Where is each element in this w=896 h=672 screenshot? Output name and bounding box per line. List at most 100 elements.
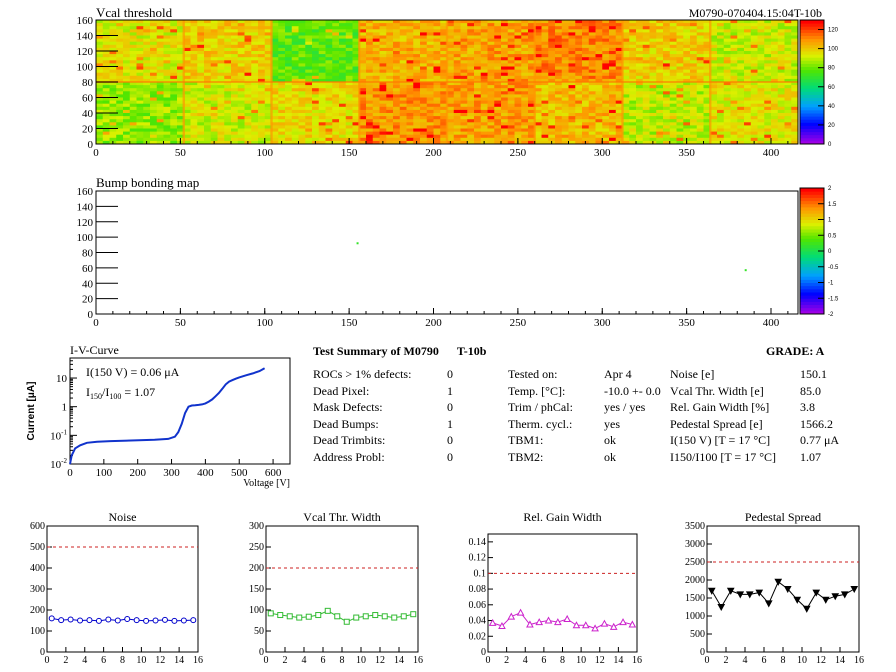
heatmap-cell (669, 109, 677, 114)
heatmap-cell (467, 51, 475, 55)
heatmap-cell (298, 23, 306, 27)
heatmap-cell (460, 26, 468, 30)
heatmap-cell (541, 137, 549, 142)
heatmap-cell (642, 69, 650, 74)
heatmap-cell (676, 78, 684, 83)
heatmap-cell (143, 137, 151, 142)
heatmap-cell (669, 85, 677, 89)
heatmap-cell (413, 35, 421, 39)
heatmap-cell (123, 78, 131, 83)
heatmap-cell (143, 75, 151, 80)
heatmap-cell (744, 35, 752, 39)
heatmap-cell (501, 44, 509, 49)
heatmap-cell (514, 63, 522, 67)
heatmap-cell (528, 91, 536, 95)
heatmap-cell (231, 78, 239, 83)
heatmap-cell (177, 26, 185, 30)
heatmap-cell (703, 85, 711, 89)
heatmap-cell (379, 125, 387, 129)
heatmap-cell (156, 51, 164, 55)
heatmap-cell (453, 41, 461, 46)
heatmap-cell (703, 51, 711, 55)
heatmap-cell (271, 72, 279, 77)
heatmap-cell (575, 116, 583, 120)
heatmap-cell (366, 41, 374, 46)
heatmap-cell (433, 57, 441, 61)
heatmap-cell (561, 106, 569, 111)
heatmap-cell (649, 137, 657, 142)
heatmap-cell (183, 100, 191, 105)
heatmap-cell (447, 23, 455, 27)
heatmap-cell (656, 128, 664, 132)
heatmap-cell (183, 60, 191, 64)
heatmap-cell (703, 23, 711, 27)
heatmap-cell (453, 72, 461, 77)
heatmap-cell (690, 66, 698, 70)
heatmap-cell (332, 122, 340, 126)
heatmap-cell (534, 91, 542, 95)
heatmap-cell (507, 44, 515, 49)
heatmap-cell (791, 51, 799, 55)
heatmap-cell (440, 94, 448, 98)
heatmap-cell (372, 26, 380, 30)
heatmap-cell (129, 44, 137, 49)
heatmap-cell (372, 69, 380, 74)
heatmap-cell (615, 94, 623, 98)
heatmap-cell (568, 119, 576, 123)
heatmap-cell (615, 69, 623, 74)
heatmap-cell (183, 38, 191, 43)
heatmap-cell (528, 54, 536, 58)
heatmap-cell (150, 134, 158, 139)
heatmap-cell (582, 113, 590, 117)
heatmap-cell (318, 23, 326, 27)
heatmap-cell (163, 88, 171, 92)
heatmap-cell (750, 51, 758, 55)
heatmap-cell (305, 51, 313, 55)
heatmap-cell (555, 113, 563, 117)
heatmap-cell (791, 23, 799, 27)
heatmap-cell (683, 44, 691, 49)
heatmap-cell (541, 94, 549, 98)
data-point (840, 591, 849, 599)
heatmap-cell (231, 41, 239, 46)
heatmap-cell (615, 119, 623, 123)
heatmap-cell (771, 113, 779, 117)
heatmap-cell (258, 119, 266, 123)
heatmap-cell (413, 125, 421, 129)
heatmap-cell (156, 75, 164, 80)
heatmap-cell (528, 140, 536, 145)
heatmap-cell (393, 38, 401, 43)
heatmap-cell (123, 128, 131, 132)
heatmap-cell (602, 85, 610, 89)
heatmap-cell (217, 69, 225, 74)
heatmap-cell (656, 106, 664, 111)
x-tick-label: 4 (82, 655, 87, 666)
heatmap-cell (325, 44, 333, 49)
heatmap-cell (197, 134, 205, 139)
heatmap-cell (737, 100, 745, 105)
heatmap-cell (521, 60, 529, 64)
heatmap-cell (352, 35, 360, 39)
heatmap-cell (690, 131, 698, 136)
heatmap-cell (325, 97, 333, 101)
heatmap-cell (359, 29, 367, 33)
heatmap-cell (426, 29, 434, 33)
heatmap-cell (676, 23, 684, 27)
data-point (717, 604, 726, 612)
heatmap-cell (433, 128, 441, 132)
heatmap-cell (575, 100, 583, 105)
heatmap-cell (332, 26, 340, 30)
heatmap-cell (170, 32, 178, 36)
heatmap-cell (345, 63, 353, 67)
heatmap-cell (217, 131, 225, 136)
heatmap-cell (555, 60, 563, 64)
heatmap-cell (177, 20, 185, 24)
heatmap-cell (332, 119, 340, 123)
heatmap-cell (359, 75, 367, 80)
heatmap-cell (568, 97, 576, 101)
heatmap-cell (224, 47, 232, 52)
heatmap-cell (656, 82, 664, 86)
heatmap-cell (325, 29, 333, 33)
heatmap-cell (480, 85, 488, 89)
